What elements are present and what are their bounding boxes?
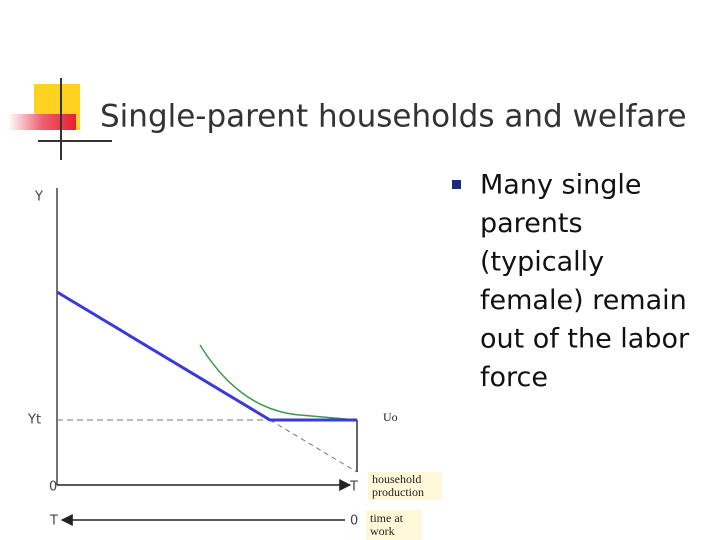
axis-label: Yt [27,413,41,428]
diagram: Y Yt Uo 0 T household production T 0 tim… [27,188,442,540]
bullet-line: (typically [480,247,604,278]
bullet-line: Many single [480,170,641,201]
bullet-text: Many single parents (typically female) rema… [480,170,690,394]
budget-line [56,290,357,422]
curve-label: Uo [383,410,398,424]
axis-label: household [372,472,421,486]
deco-bar [8,114,76,130]
label-bg [368,472,442,500]
bullet-line: female) remain [480,285,687,316]
dashed-line [269,419,358,473]
axis-label: T [349,480,358,495]
axis-label: Y [34,190,43,205]
title: Single-parent households and welfare [100,99,687,135]
bullet-marker [452,180,461,189]
bullet-line: force [480,362,548,393]
bullet-line: out of the labor [480,324,690,355]
indifference-curve [199,344,358,421]
axis-label: 0 [49,480,57,495]
bullet-line: parents [480,208,583,239]
axis-label: T [49,514,58,529]
axis-label: production [372,485,424,499]
label-bg [366,510,422,540]
axis-label: 0 [350,514,358,529]
axis-label: work [370,524,395,538]
axis-label: time at [370,511,404,525]
